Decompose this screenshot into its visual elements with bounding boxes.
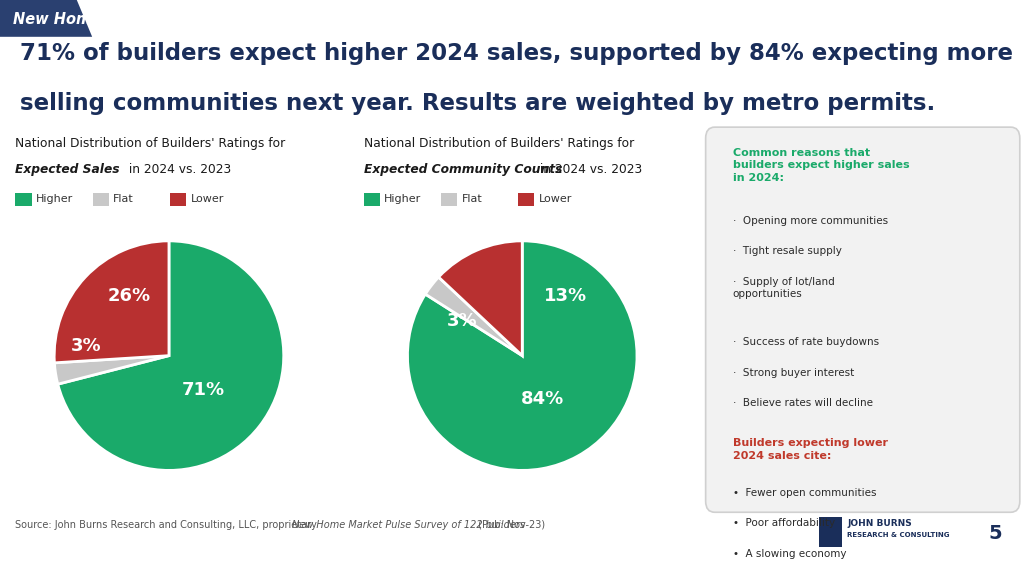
Text: Common reasons that
builders expect higher sales
in 2024:: Common reasons that builders expect high… <box>733 148 909 183</box>
Text: in 2024 vs. 2023: in 2024 vs. 2023 <box>536 163 642 176</box>
FancyBboxPatch shape <box>518 193 535 206</box>
Wedge shape <box>438 241 522 355</box>
Text: Source: John Burns Research and Consulting, LLC, proprietary: Source: John Burns Research and Consulti… <box>15 520 321 530</box>
Text: Higher: Higher <box>36 194 74 204</box>
Text: 13%: 13% <box>545 287 588 305</box>
Text: (Pub: Nov-23): (Pub: Nov-23) <box>474 520 545 530</box>
Text: ·  Believe rates will decline: · Believe rates will decline <box>733 398 872 408</box>
Text: ·  Supply of lot/land
opportunities: · Supply of lot/land opportunities <box>733 277 835 299</box>
Text: Lower: Lower <box>190 194 224 204</box>
Wedge shape <box>54 355 169 384</box>
Wedge shape <box>57 241 284 470</box>
Text: Expected Community Counts: Expected Community Counts <box>364 163 562 176</box>
Text: New Home Market Pulse Survey of 122 builders: New Home Market Pulse Survey of 122 buil… <box>292 520 524 530</box>
Text: 5: 5 <box>988 524 1002 543</box>
FancyBboxPatch shape <box>364 193 380 206</box>
Text: in 2024 vs. 2023: in 2024 vs. 2023 <box>125 163 231 176</box>
FancyBboxPatch shape <box>92 193 109 206</box>
Text: Higher: Higher <box>384 194 422 204</box>
Wedge shape <box>54 241 169 363</box>
Text: National Distribution of Builders' Ratings for: National Distribution of Builders' Ratin… <box>364 137 634 151</box>
Text: 71% of builders expect higher 2024 sales, supported by 84% expecting more: 71% of builders expect higher 2024 sales… <box>20 42 1014 65</box>
Text: Builders expecting lower
2024 sales cite:: Builders expecting lower 2024 sales cite… <box>733 438 888 461</box>
Text: RESEARCH & CONSULTING: RESEARCH & CONSULTING <box>847 532 949 538</box>
Text: •  Poor affordability: • Poor affordability <box>733 518 835 528</box>
Text: Flat: Flat <box>462 194 482 204</box>
Polygon shape <box>0 0 92 37</box>
Text: Flat: Flat <box>114 194 134 204</box>
Text: ·  Opening more communities: · Opening more communities <box>733 216 888 226</box>
Text: 3%: 3% <box>447 312 478 330</box>
Text: •  Fewer open communities: • Fewer open communities <box>733 488 877 498</box>
Text: ·  Strong buyer interest: · Strong buyer interest <box>733 368 854 378</box>
Text: New Home Market Pulse: New Home Market Pulse <box>13 12 214 26</box>
Text: ·  Success of rate buydowns: · Success of rate buydowns <box>733 338 879 347</box>
FancyBboxPatch shape <box>15 193 32 206</box>
Text: 3%: 3% <box>71 338 101 355</box>
Text: 84%: 84% <box>521 390 564 408</box>
FancyBboxPatch shape <box>819 518 842 547</box>
Text: selling communities next year. Results are weighted by metro permits.: selling communities next year. Results a… <box>20 92 936 115</box>
FancyBboxPatch shape <box>170 193 186 206</box>
Wedge shape <box>425 277 522 355</box>
Text: Expected Sales: Expected Sales <box>15 163 120 176</box>
Text: National Distribution of Builders' Ratings for: National Distribution of Builders' Ratin… <box>15 137 286 151</box>
FancyBboxPatch shape <box>440 193 457 206</box>
Text: ·  Tight resale supply: · Tight resale supply <box>733 246 842 256</box>
Text: See Terms and Conditions of Use and Disclaimers. Distribution to non-clients is : See Terms and Conditions of Use and Disc… <box>299 558 725 568</box>
Text: Lower: Lower <box>539 194 572 204</box>
Text: JOHN BURNS: JOHN BURNS <box>847 519 911 528</box>
Text: •  A slowing economy: • A slowing economy <box>733 549 846 558</box>
Text: 26%: 26% <box>108 287 151 305</box>
Text: 71%: 71% <box>182 381 225 399</box>
FancyBboxPatch shape <box>706 127 1020 512</box>
Wedge shape <box>408 241 637 470</box>
